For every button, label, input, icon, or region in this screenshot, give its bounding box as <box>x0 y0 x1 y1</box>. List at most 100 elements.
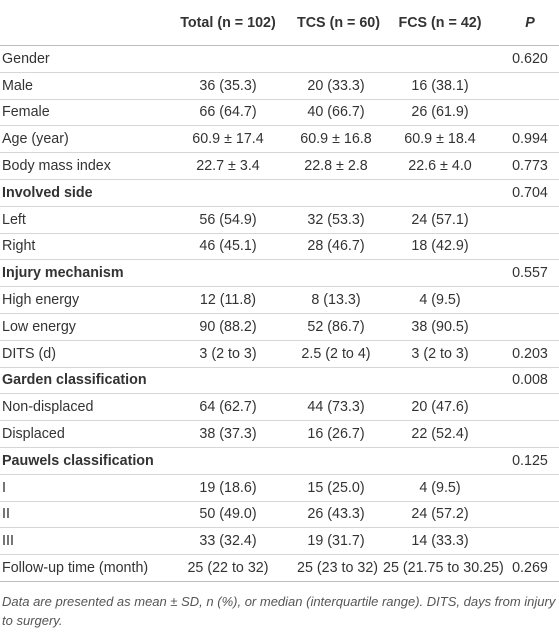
empty-cell <box>501 233 559 261</box>
empty-cell <box>379 367 501 395</box>
section-row: Involved side 0.704 <box>0 179 559 207</box>
empty-cell <box>501 286 559 314</box>
section-row: Injury mechanism 0.557 <box>0 259 559 288</box>
empty-cell <box>163 447 293 475</box>
cell: 60.9 ± 18.4 <box>379 125 501 154</box>
cell: 2.5 (2 to 4) <box>293 340 379 368</box>
data-row: Displaced 38 (37.3) 16 (26.7) 22 (52.4) <box>0 420 559 448</box>
empty-cell <box>501 501 559 529</box>
header-row: Total (n = 102) TCS (n = 60) FCS (n = 42) P <box>0 0 559 46</box>
cell: 20 (47.6) <box>379 393 501 422</box>
cell: 38 (90.5) <box>379 313 501 341</box>
cell: 90 (88.2) <box>163 313 293 341</box>
cell: 14 (33.3) <box>379 527 501 556</box>
cell: 18 (42.9) <box>379 233 501 261</box>
row-label: I <box>0 474 163 502</box>
cell: 60.9 ± 16.8 <box>293 125 379 154</box>
row-label: Left <box>0 206 163 234</box>
cell: 12 (11.8) <box>163 286 293 314</box>
data-row: Age (year) 60.9 ± 17.4 60.9 ± 16.8 60.9 ± 1… <box>0 125 559 154</box>
cell: 66 (64.7) <box>163 99 293 127</box>
empty-cell <box>293 45 379 73</box>
cell: 4 (9.5) <box>379 474 501 502</box>
row-label: Follow-up time (month) <box>0 554 163 582</box>
cell: 64 (62.7) <box>163 393 293 422</box>
cell: 25 (22 to 32) <box>163 554 293 582</box>
cell: 44 (73.3) <box>293 393 379 422</box>
cell: 50 (49.0) <box>163 501 293 529</box>
row-label: Male <box>0 72 163 100</box>
cell: 28 (46.7) <box>293 233 379 261</box>
row-label: Right <box>0 233 163 261</box>
data-row: Low energy 90 (88.2) 52 (86.7) 38 (90.5) <box>0 313 559 341</box>
data-row: Female 66 (64.7) 40 (66.7) 26 (61.9) <box>0 99 559 127</box>
cell: 56 (54.9) <box>163 206 293 234</box>
cell: 0.269 <box>501 554 559 582</box>
empty-cell <box>501 72 559 100</box>
empty-cell <box>163 367 293 395</box>
data-row: DITS (d) 3 (2 to 3) 2.5 (2 to 4) 3 (2 to 3)… <box>0 340 559 368</box>
cell: 16 (38.1) <box>379 72 501 100</box>
column-header: Total (n = 102) <box>163 0 293 46</box>
empty-cell <box>501 393 559 422</box>
data-row: Right 46 (45.1) 28 (46.7) 18 (42.9) <box>0 233 559 261</box>
empty-cell <box>501 420 559 448</box>
footnote: Data are presented as mean ± SD, n (%), … <box>2 593 556 628</box>
section-row: Garden classification 0.008 <box>0 367 559 395</box>
data-row: Non-displaced 64 (62.7) 44 (73.3) 20 (47.6) <box>0 393 559 422</box>
column-header: P <box>501 0 559 46</box>
empty-cell <box>293 367 379 395</box>
empty-cell <box>501 206 559 234</box>
cell: 3 (2 to 3) <box>379 340 501 368</box>
empty-cell <box>293 447 379 475</box>
cell: 60.9 ± 17.4 <box>163 125 293 154</box>
cell: 16 (26.7) <box>293 420 379 448</box>
section-row: Pauwels classification 0.125 <box>0 447 559 475</box>
cell: 24 (57.1) <box>379 206 501 234</box>
cell: 0.620 <box>501 45 559 73</box>
data-row: Body mass index 22.7 ± 3.4 22.8 ± 2.8 22.6 … <box>0 152 559 180</box>
cell: 0.773 <box>501 152 559 180</box>
row-label: Body mass index <box>0 152 163 180</box>
row-label: Age (year) <box>0 125 163 154</box>
cell: 52 (86.7) <box>293 313 379 341</box>
cell: 22 (52.4) <box>379 420 501 448</box>
empty-cell <box>163 45 293 73</box>
cell: 8 (13.3) <box>293 286 379 314</box>
data-row: II 50 (49.0) 26 (43.3) 24 (57.2) <box>0 501 559 529</box>
cell: 36 (35.3) <box>163 72 293 100</box>
row-label: Non-displaced <box>0 393 163 422</box>
cell: 0.557 <box>501 259 559 288</box>
row-label: Low energy <box>0 313 163 341</box>
cell: 26 (43.3) <box>293 501 379 529</box>
cell: 25 (23 to 32) <box>293 554 379 582</box>
row-label: Displaced <box>0 420 163 448</box>
cell: 19 (18.6) <box>163 474 293 502</box>
row-label: DITS (d) <box>0 340 163 368</box>
column-header: TCS (n = 60) <box>293 0 380 46</box>
cell: 40 (66.7) <box>293 99 379 127</box>
empty-cell <box>501 474 559 502</box>
empty-cell <box>293 179 379 207</box>
empty-cell <box>379 179 501 207</box>
cell: 4 (9.5) <box>379 286 501 314</box>
cell: 3 (2 to 3) <box>163 340 293 368</box>
cell: 33 (32.4) <box>163 527 293 556</box>
empty-cell <box>163 179 293 207</box>
cell: 24 (57.2) <box>379 501 501 529</box>
data-row: I 19 (18.6) 15 (25.0) 4 (9.5) <box>0 474 559 502</box>
row-label: Involved side <box>0 179 163 207</box>
cell: 0.994 <box>501 125 559 154</box>
empty-cell <box>379 447 501 475</box>
empty-cell <box>379 45 501 73</box>
cell: 25 (21.75 to 30.25) <box>379 554 504 582</box>
data-row: Left 56 (54.9) 32 (53.3) 24 (57.1) <box>0 206 559 234</box>
cell: 32 (53.3) <box>293 206 379 234</box>
empty-cell <box>379 259 501 288</box>
empty-cell <box>293 259 379 288</box>
cell: 22.8 ± 2.8 <box>293 152 379 180</box>
cell: 22.7 ± 3.4 <box>163 152 293 180</box>
data-row: Follow-up time (month) 25 (22 to 32) 25 (2… <box>0 554 559 582</box>
row-label: Female <box>0 99 163 127</box>
